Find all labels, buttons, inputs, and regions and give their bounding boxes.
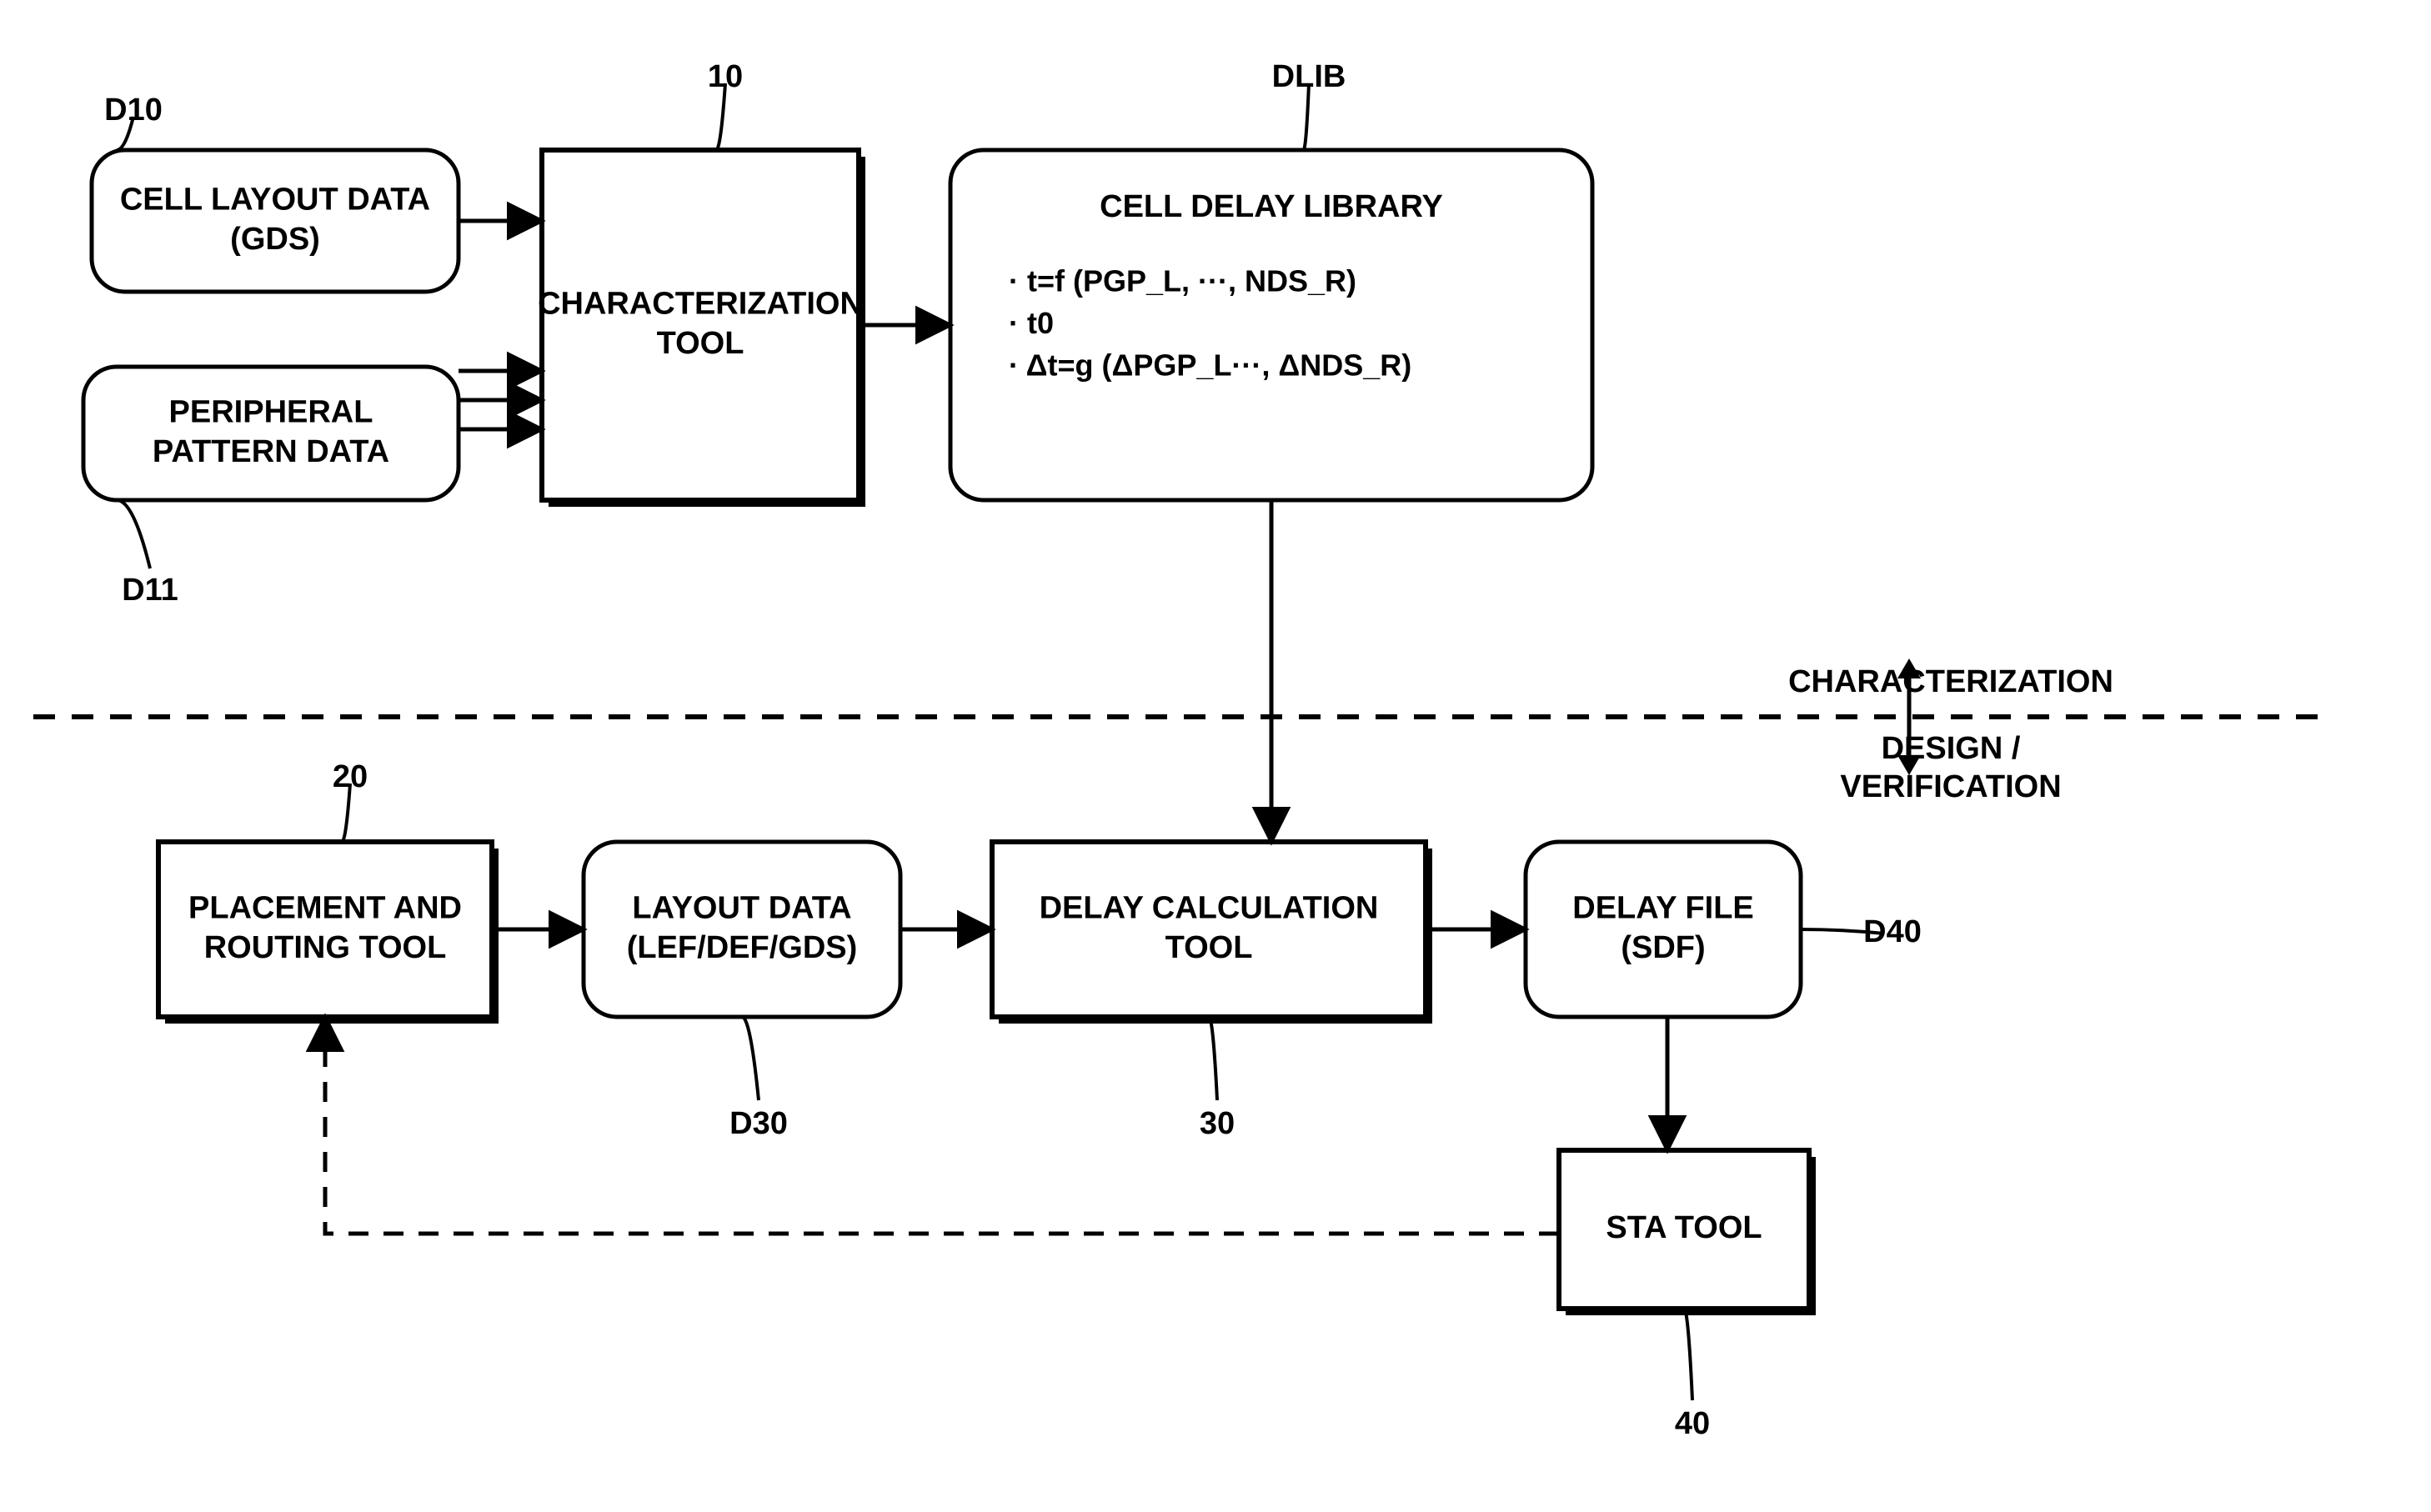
ref-tick-d30 xyxy=(742,1017,759,1100)
node-d30-line-0: LAYOUT DATA xyxy=(632,890,851,925)
phase-label-bottom-1: DESIGN / xyxy=(1882,731,2021,766)
ref-label-n30: 30 xyxy=(1200,1106,1235,1141)
node-d10-line-0: CELL LAYOUT DATA xyxy=(120,182,430,217)
node-dlib-body-1: · t0 xyxy=(1009,306,1054,340)
node-d30-line-1: (LEF/DEF/GDS) xyxy=(627,930,858,965)
node-d11-line-0: PERIPHERAL xyxy=(169,394,373,429)
node-n10-line-1: TOOL xyxy=(657,326,744,361)
node-n30-line-1: TOOL xyxy=(1165,930,1253,965)
node-d11: PERIPHERAL PATTERN DATA D11 xyxy=(83,367,459,608)
node-n10-line-0: CHARACTERIZATION xyxy=(538,286,863,321)
ref-label-d11: D11 xyxy=(122,573,178,608)
node-n30-line-0: DELAY CALCULATION xyxy=(1040,890,1379,925)
ref-tick-d11 xyxy=(117,500,150,568)
node-d10-line-1: (GDS) xyxy=(230,222,320,257)
node-d40-line-0: DELAY FILE xyxy=(1572,890,1754,925)
node-dlib: CELL DELAY LIBRARY · t=f (PGP_L, ···, NDS… xyxy=(950,59,1592,500)
node-n30: DELAY CALCULATION TOOL 30 xyxy=(992,842,1432,1141)
node-n40-line-0: STA TOOL xyxy=(1606,1210,1762,1245)
ref-label-d40: D40 xyxy=(1863,914,1922,949)
node-n40: STA TOOL 40 xyxy=(1559,1150,1816,1441)
edge xyxy=(325,1017,1559,1234)
node-d30: LAYOUT DATA (LEF/DEF/GDS) D30 xyxy=(584,842,900,1141)
ref-label-n40: 40 xyxy=(1675,1406,1710,1441)
node-n20-line-1: ROUTING TOOL xyxy=(204,930,447,965)
node-n20-line-0: PLACEMENT AND xyxy=(188,890,462,925)
node-d11-line-1: PATTERN DATA xyxy=(153,434,389,469)
node-dlib-body-0: · t=f (PGP_L, ···, NDS_R) xyxy=(1009,264,1356,298)
ref-label-d30: D30 xyxy=(729,1106,788,1141)
node-d40: DELAY FILE (SDF) D40 xyxy=(1526,842,1922,1017)
ref-tick-n40 xyxy=(1684,1309,1692,1400)
node-n10: CHARACTERIZATION TOOL 10 xyxy=(538,59,865,507)
phase-label-top: CHARACTERIZATION xyxy=(1788,664,2113,699)
node-d10: CELL LAYOUT DATA (GDS) D10 xyxy=(92,93,459,292)
ref-label-n10: 10 xyxy=(708,59,743,94)
ref-label-dlib: DLIB xyxy=(1272,59,1346,94)
ref-label-n20: 20 xyxy=(333,759,368,794)
node-d40-line-1: (SDF) xyxy=(1621,930,1705,965)
node-n20: PLACEMENT AND ROUTING TOOL 20 xyxy=(158,759,499,1024)
ref-label-d10: D10 xyxy=(104,93,163,128)
ref-tick-n30 xyxy=(1209,1017,1217,1100)
node-dlib-title: CELL DELAY LIBRARY xyxy=(1100,189,1443,224)
node-dlib-body-2: · Δt=g (ΔPGP_L···, ΔNDS_R) xyxy=(1009,348,1411,382)
phase-label-bottom-2: VERIFICATION xyxy=(1840,769,2061,804)
